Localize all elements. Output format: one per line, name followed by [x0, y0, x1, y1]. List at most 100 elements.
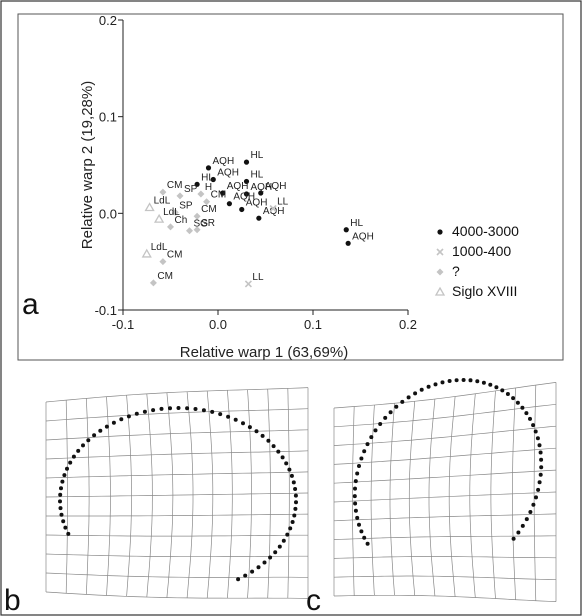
grid-line	[45, 534, 308, 537]
outline-point	[293, 487, 298, 491]
grid-line	[45, 492, 309, 498]
outline-point	[210, 409, 215, 414]
point-label: CM	[167, 250, 183, 261]
outline-point	[357, 522, 361, 527]
outline-point	[268, 555, 273, 560]
outline-point	[288, 526, 293, 531]
grid-line	[65, 400, 68, 594]
point-label: CM	[201, 204, 217, 215]
outline-point	[426, 384, 431, 389]
plot-axes: -0.1 0.0 0.1 0.2 -0.1 0.0 0.1 0.2	[95, 13, 417, 332]
x-tick-label: 0.1	[304, 317, 322, 332]
grid-line	[333, 594, 557, 602]
data-point	[153, 213, 165, 223]
data-point	[193, 212, 201, 220]
outline-point	[537, 480, 542, 485]
outline-point	[254, 429, 259, 434]
outline-point	[58, 499, 62, 504]
grid-line	[333, 535, 557, 540]
grid-line	[352, 406, 355, 596]
outline-point	[266, 438, 271, 443]
outline-point	[388, 410, 393, 415]
point-label: AQH	[265, 181, 287, 192]
outline-point	[537, 443, 542, 448]
grid-line	[469, 393, 476, 598]
point-label: SP	[184, 184, 198, 195]
outline-point	[461, 378, 466, 382]
grid-line	[512, 387, 516, 600]
outline-point	[111, 420, 116, 425]
outline-point	[126, 414, 131, 419]
outline-point	[433, 382, 438, 387]
outline-point	[378, 422, 383, 426]
outline-point	[406, 395, 411, 400]
outline-point	[81, 443, 85, 448]
grid-line	[533, 385, 537, 601]
grid-line	[45, 572, 308, 578]
outline-point	[524, 411, 529, 416]
point-label: AQH	[227, 181, 249, 192]
outline-point	[280, 455, 285, 460]
grid-line	[45, 553, 308, 558]
outline-point	[218, 412, 223, 417]
outline-point	[63, 525, 68, 530]
point-label: AQH	[251, 182, 273, 193]
outline-point	[60, 479, 65, 484]
grid-line	[186, 391, 194, 598]
data-point	[144, 202, 155, 212]
data-point	[226, 201, 232, 207]
deformation-grid-b: b	[4, 387, 309, 616]
data-point	[437, 229, 443, 235]
outline-point	[511, 536, 516, 541]
point-label: AQH	[263, 206, 285, 217]
outline-point	[353, 501, 358, 506]
outline-point	[236, 577, 241, 582]
outline-point	[66, 531, 71, 536]
outline-point	[481, 380, 486, 385]
grid-line	[85, 398, 90, 595]
outline-point	[440, 380, 445, 385]
outline-point	[536, 487, 541, 492]
outline-point	[500, 388, 505, 393]
outline-point	[243, 573, 248, 578]
data-point	[343, 227, 349, 233]
outline-point	[534, 495, 538, 500]
outline-point	[159, 406, 164, 411]
outline-point	[176, 406, 181, 410]
outline-point	[287, 467, 292, 472]
data-point	[167, 223, 174, 231]
data-point	[434, 286, 446, 296]
deformation-grid-c: c	[306, 378, 557, 616]
grid-line	[126, 395, 132, 597]
point-label: LL	[277, 197, 289, 208]
grid-line	[448, 396, 456, 597]
data-point	[244, 280, 252, 288]
legend-item: 4000-3000	[452, 223, 519, 239]
outline-point	[201, 408, 206, 413]
point-label: LdL	[163, 207, 180, 218]
x-axis-label: Relative warp 1 (63,69%)	[180, 344, 348, 361]
outline-point	[357, 464, 361, 468]
outline-point	[511, 396, 516, 401]
outline-point	[256, 565, 261, 570]
data-point	[193, 226, 201, 234]
outline-point	[271, 444, 276, 449]
legend-item: ?	[452, 263, 460, 279]
outline-point	[539, 457, 544, 462]
outline-point	[488, 382, 493, 387]
outline-point	[151, 408, 156, 413]
grid-line	[333, 491, 557, 503]
outline-point	[362, 535, 367, 540]
grid-line	[408, 401, 416, 596]
outline-point	[291, 480, 296, 485]
outline-point	[373, 428, 378, 433]
outline-point	[515, 400, 520, 405]
outline-point	[362, 449, 367, 454]
grid-line	[287, 388, 290, 599]
outline-point	[71, 454, 76, 459]
grid-line	[206, 390, 214, 599]
outline-point	[531, 502, 536, 507]
data-point	[149, 279, 157, 287]
outline-point	[505, 392, 510, 396]
